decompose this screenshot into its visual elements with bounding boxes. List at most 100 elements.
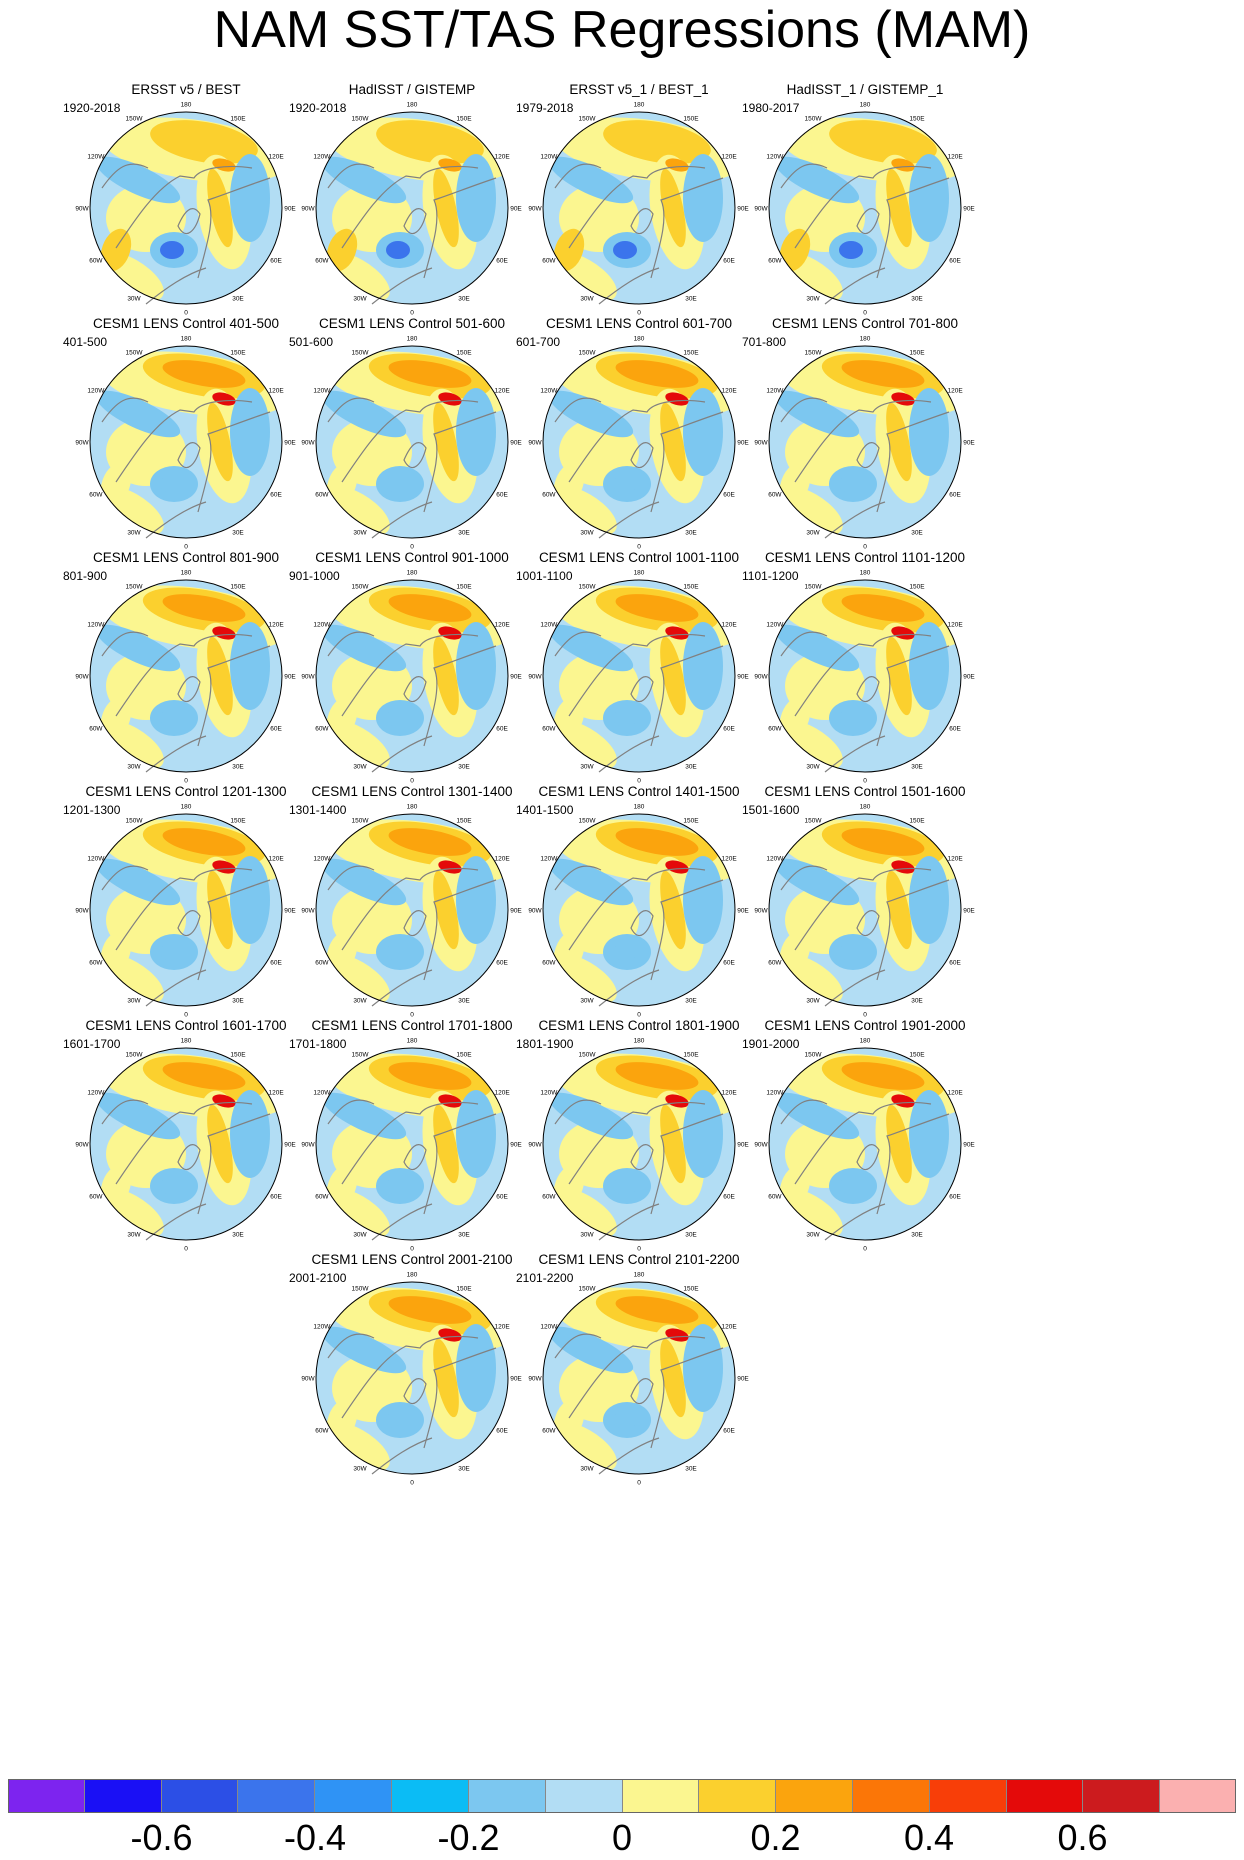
panel-period-label: 1801-1900: [516, 1037, 574, 1051]
coastline-5: [145, 1203, 207, 1241]
coastline-4: [780, 631, 828, 657]
coastline-1: [568, 1101, 706, 1185]
panel-title: CESM1 LENS Control 1101-1200: [764, 550, 966, 565]
map-panel: CESM1 LENS Control 2101-2200 180 150E 120E 9…: [506, 1252, 772, 1532]
longitude-label-wsw: 60W: [315, 960, 329, 967]
longitude-label-s: 0: [637, 778, 641, 785]
coastline-3: [856, 676, 880, 703]
longitude-label-w: 90W: [75, 1142, 89, 1149]
cool-anomaly-labrador-core: [839, 1177, 863, 1195]
panel-title: CESM1 LENS Control 1801-1900: [538, 1018, 740, 1033]
cool-anomaly-labrador-core: [839, 943, 863, 961]
longitude-label-wnw: 120W: [540, 1324, 558, 1331]
warm-anomaly-eurasia-core: [660, 636, 686, 716]
coastline-1: [115, 867, 253, 951]
map-panel: CESM1 LENS Control 1401-1500 180 150E 120E 9…: [506, 784, 772, 1064]
longitude-label-w: 90W: [301, 1376, 315, 1383]
coastline-2: [197, 177, 271, 279]
warm-anomaly-core: [615, 594, 699, 622]
longitude-label-wnw: 120W: [313, 154, 331, 161]
longitude-label-e: 90E: [737, 440, 749, 447]
map-border: [89, 111, 283, 305]
longitude-label-wsw: 60W: [315, 492, 329, 499]
longitude-label-nnw: 150W: [352, 817, 370, 824]
cool-anomaly-labrador-core: [613, 241, 637, 259]
coastline-3: [177, 208, 201, 235]
colorbar-tick-label: 0: [611, 1817, 633, 1858]
cool-anomaly-east-pacific: [456, 154, 496, 242]
longitude-label-ese: 60E: [723, 726, 735, 733]
warm-anomaly-north-pacific: [603, 120, 711, 164]
longitude-label-sse: 30E: [458, 764, 470, 771]
coastline-1: [794, 165, 932, 249]
longitude-label-w: 90W: [528, 440, 542, 447]
panel-period-label: 1980-2017: [742, 101, 800, 115]
longitude-label-nnw: 150W: [126, 817, 144, 824]
map-border: [768, 579, 962, 773]
longitude-label-ese: 60E: [496, 258, 508, 265]
warm-anomaly-eurasia-core: [433, 870, 459, 950]
coastline-3: [630, 910, 654, 937]
map-panel: CESM1 LENS Control 1501-1600 180 150E 120E 9…: [732, 784, 998, 1064]
longitude-label-ene: 120E: [948, 1090, 964, 1097]
longitude-label-ene: 120E: [269, 1090, 285, 1097]
panel-title: HadISST / GISTEMP: [348, 82, 476, 97]
map-border: [89, 1047, 283, 1241]
coastline-4: [327, 1099, 375, 1125]
longitude-label-nne: 150E: [909, 349, 925, 356]
longitude-label-n: 180: [181, 336, 192, 343]
cool-anomaly-east-pacific: [683, 856, 723, 944]
coastline-5: [598, 267, 660, 305]
panel-period-label: 2001-2100: [289, 1271, 347, 1285]
longitude-label-wsw: 60W: [768, 960, 782, 967]
longitude-label-w: 90W: [754, 908, 768, 915]
map-panel: CESM1 LENS Control 801-900 180 150E 120E 90E…: [53, 550, 319, 830]
longitude-label-w: 90W: [754, 1142, 768, 1149]
warm-spot-siberia: [212, 158, 236, 172]
warm-anomaly-eurasia-core: [886, 1104, 912, 1184]
map-border: [768, 345, 962, 539]
warm-anomaly-core: [162, 360, 246, 388]
longitude-label-ene: 120E: [269, 154, 285, 161]
longitude-label-s: 0: [863, 310, 867, 317]
panel-title: ERSST v5 / BEST: [131, 82, 241, 97]
longitude-label-wsw: 60W: [542, 492, 556, 499]
warm-anomaly-tropical-atlantic: [326, 1164, 358, 1208]
cool-anomaly-east-pacific: [683, 388, 723, 476]
coastline-4: [101, 631, 149, 657]
warm-anomaly-eurasia-core: [433, 402, 459, 482]
longitude-label-ene: 120E: [948, 154, 964, 161]
cool-anomaly-east-pacific: [909, 1090, 949, 1178]
map-panel: CESM1 LENS Control 1301-1400 180 150E 120E 9…: [279, 784, 545, 1064]
longitude-label-s: 0: [637, 1012, 641, 1019]
longitude-label-e: 90E: [737, 1142, 749, 1149]
coastline-5: [598, 735, 660, 773]
longitude-label-wsw: 60W: [542, 258, 556, 265]
longitude-label-nne: 150E: [230, 817, 246, 824]
warm-anomaly-north-pacific: [150, 120, 258, 164]
warm-anomaly-core: [388, 828, 472, 856]
panel-title: CESM1 LENS Control 1501-1600: [764, 784, 966, 799]
polar-map: 180 150E 120E 90E 60E 30E 0 30W 60W 90W 120W 150W: [528, 336, 749, 551]
longitude-label-ene: 120E: [495, 1324, 511, 1331]
coastline-1: [115, 1101, 253, 1185]
polar-map: 180 150E 120E 90E 60E 30E 0 30W 60W 90W 120W 150W: [754, 336, 975, 551]
panel-period-label: 1920-2018: [63, 101, 121, 115]
longitude-label-ssw: 30W: [806, 530, 820, 537]
longitude-label-nne: 150E: [683, 1285, 699, 1292]
map-border: [315, 1281, 509, 1475]
warm-anomaly-core: [388, 594, 472, 622]
cool-anomaly-labrador-core: [160, 1177, 184, 1195]
coastline-1: [568, 165, 706, 249]
longitude-label-sse: 30E: [232, 764, 244, 771]
coastline-3: [856, 442, 880, 469]
longitude-label-sse: 30E: [685, 530, 697, 537]
warm-anomaly-eurasia-core: [660, 1338, 686, 1418]
map-border: [89, 813, 283, 1007]
coastline-1: [341, 867, 479, 951]
coastline-4: [554, 631, 602, 657]
longitude-label-ssw: 30W: [580, 1466, 594, 1473]
map-border: [315, 111, 509, 305]
cool-anomaly-labrador-core: [386, 475, 410, 493]
panel-period-label: 1301-1400: [289, 803, 347, 817]
